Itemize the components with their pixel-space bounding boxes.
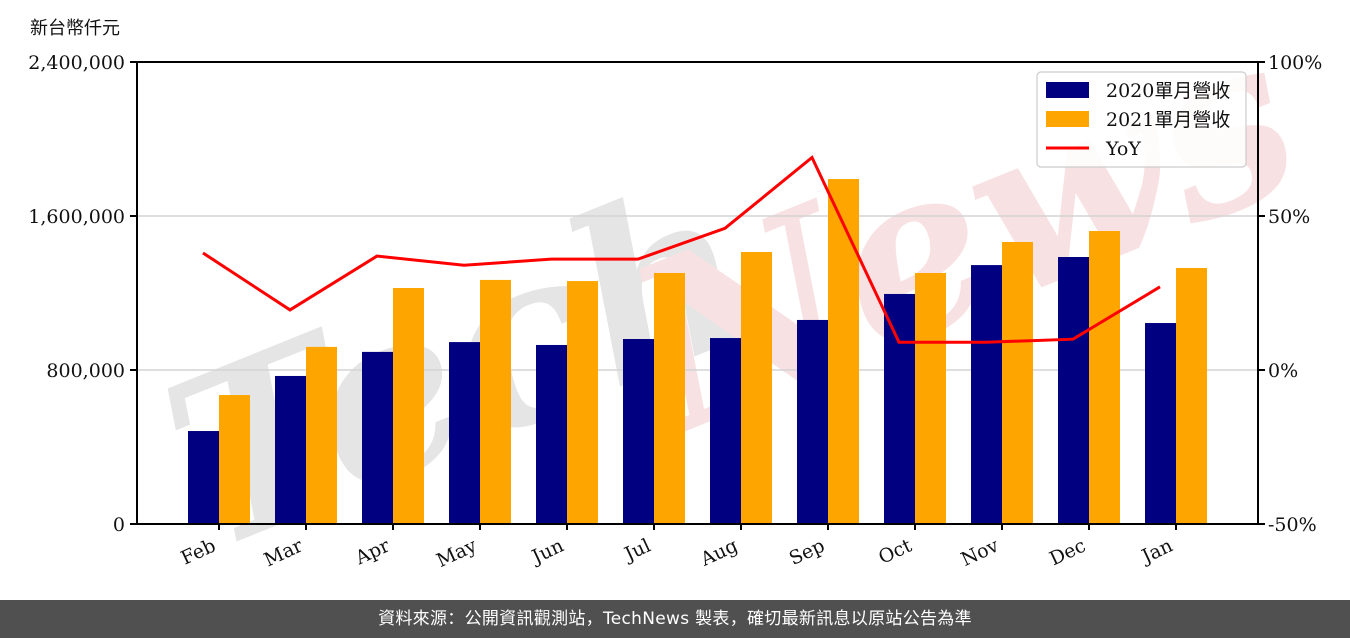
y-tick-label: 800,000 (46, 360, 125, 382)
bar-2020-aug (710, 338, 741, 524)
bar-2020-mar (275, 375, 306, 524)
bar-2020-oct (884, 293, 915, 524)
x-tick-label: Oct (875, 534, 915, 568)
x-tick-label: Sep (786, 535, 828, 570)
bar-2021-feb (219, 395, 250, 524)
bar-2020-apr (362, 351, 393, 524)
bar-2020-jan (1145, 323, 1176, 524)
yoy-polyline (202, 155, 1161, 344)
x-tick-label: May (433, 534, 480, 572)
x-tick-label: Nov (958, 534, 1003, 570)
x-tick-label: Dec (1046, 535, 1089, 571)
y2-tick-label: 0% (1268, 360, 1298, 382)
bar-2021-jun (567, 281, 598, 524)
bar-2021-oct (915, 272, 946, 524)
y2-tick-label: 50% (1268, 206, 1310, 228)
bar-2020-may (449, 342, 480, 524)
legend: 2020單月營收 2021單月營收 YoY (1036, 71, 1247, 168)
source-footer: 資料來源：公開資訊觀測站，TechNews 製表，確切最新訊息以原站公告為準 (0, 600, 1350, 638)
y-tick-label: 0 (113, 514, 125, 536)
legend-swatch-0 (1046, 82, 1089, 98)
bar-2021-jul (654, 272, 685, 524)
legend-label-0: 2020單月營收 (1106, 80, 1230, 102)
bar-2021-dec (1089, 231, 1120, 524)
y2-tick-label: -50% (1268, 514, 1317, 536)
y-tick-label: 2,400,000 (28, 52, 125, 74)
bar-series (188, 179, 1207, 525)
y-axis-unit-label: 新台幣仟元 (30, 18, 120, 39)
x-tick-label: Jun (527, 535, 567, 569)
bar-2020-jul (623, 339, 654, 524)
yoy-line-series (202, 155, 1161, 344)
bar-2021-mar (306, 346, 337, 524)
y-tick-label: 1,600,000 (28, 206, 125, 228)
plot-frame (136, 61, 1259, 525)
revenue-chart: TechNews 0800,0001,600,0002,400,000-50%0… (28, 0, 1332, 600)
x-tick-label: Aug (696, 535, 741, 571)
y2-tick-label: 100% (1268, 52, 1322, 74)
x-tick-label: Jan (1137, 535, 1176, 569)
bar-2021-jan (1176, 267, 1207, 524)
bar-2021-sep (828, 179, 859, 525)
legend-box (1036, 71, 1247, 168)
bar-2021-may (480, 279, 511, 524)
bar-2020-sep (797, 319, 828, 524)
x-tick-label: Jul (619, 535, 654, 567)
bar-2020-feb (188, 431, 219, 524)
legend-label-1: 2021單月營收 (1106, 109, 1230, 131)
bar-2020-jun (536, 344, 567, 524)
bar-2021-nov (1002, 241, 1033, 525)
bar-2020-nov (971, 265, 1002, 524)
legend-label-2: YoY (1105, 138, 1141, 160)
legend-swatch-1 (1046, 111, 1089, 127)
bar-2021-aug (741, 251, 772, 524)
bar-2021-apr (393, 287, 424, 524)
bar-2020-dec (1058, 257, 1089, 524)
